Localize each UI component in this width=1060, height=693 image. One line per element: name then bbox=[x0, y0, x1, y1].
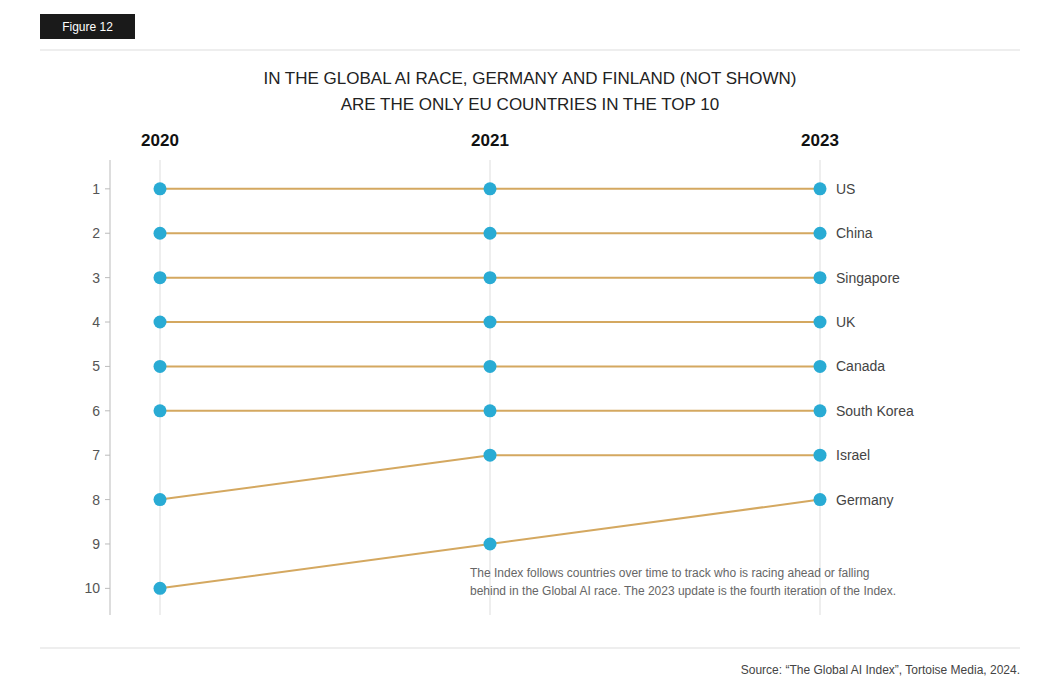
point bbox=[484, 316, 497, 329]
series-line bbox=[160, 455, 820, 499]
y-tick-label: 10 bbox=[84, 580, 100, 596]
y-tick bbox=[105, 588, 110, 589]
y-tick bbox=[105, 499, 110, 500]
y-tick bbox=[105, 322, 110, 323]
y-axis-line bbox=[110, 160, 111, 615]
series-label: China bbox=[836, 225, 873, 241]
y-tick-label: 4 bbox=[92, 314, 100, 330]
point bbox=[484, 404, 497, 417]
point bbox=[154, 360, 167, 373]
point bbox=[814, 404, 827, 417]
point bbox=[484, 182, 497, 195]
background bbox=[0, 0, 1060, 693]
x-tick-label: 2023 bbox=[801, 131, 839, 150]
title-line: ARE THE ONLY EU COUNTRIES IN THE TOP 10 bbox=[341, 95, 720, 114]
point bbox=[484, 360, 497, 373]
y-tick-label: 6 bbox=[92, 403, 100, 419]
title-line: IN THE GLOBAL AI RACE, GERMANY AND FINLA… bbox=[263, 69, 796, 88]
x-tick-label: 2021 bbox=[471, 131, 509, 150]
y-tick bbox=[105, 455, 110, 456]
point bbox=[814, 360, 827, 373]
point bbox=[154, 316, 167, 329]
data-group bbox=[154, 182, 827, 595]
title: IN THE GLOBAL AI RACE, GERMANY AND FINLA… bbox=[263, 69, 796, 114]
separator bbox=[40, 50, 1020, 51]
point bbox=[814, 493, 827, 506]
y-tick bbox=[105, 543, 110, 544]
y-tick bbox=[105, 366, 110, 367]
series-label: Canada bbox=[836, 358, 885, 374]
source: Source: “The Global AI Index”, Tortoise … bbox=[741, 663, 1020, 677]
y-tick bbox=[105, 233, 110, 234]
point bbox=[154, 182, 167, 195]
point bbox=[484, 537, 497, 550]
y-tick-label: 5 bbox=[92, 358, 100, 374]
y-tick bbox=[105, 410, 110, 411]
series-label: Germany bbox=[836, 492, 894, 508]
separator bbox=[40, 648, 1020, 649]
figure-label: Figure 12 bbox=[62, 20, 113, 34]
y-tick-label: 3 bbox=[92, 270, 100, 286]
x-tick-label: 2020 bbox=[141, 131, 179, 150]
point bbox=[154, 271, 167, 284]
point bbox=[154, 582, 167, 595]
note-line: behind in the Global AI race. The 2023 u… bbox=[470, 584, 896, 598]
y-tick-label: 2 bbox=[92, 225, 100, 241]
y-tick-label: 9 bbox=[92, 536, 100, 552]
y-tick bbox=[105, 188, 110, 189]
y-tick-label: 1 bbox=[92, 181, 100, 197]
figure-label-box bbox=[40, 14, 135, 39]
point bbox=[814, 271, 827, 284]
y-tick-label: 7 bbox=[92, 447, 100, 463]
series-label: South Korea bbox=[836, 403, 914, 419]
point bbox=[814, 449, 827, 462]
y-tick bbox=[105, 277, 110, 278]
point bbox=[154, 404, 167, 417]
y-tick-label: 8 bbox=[92, 492, 100, 508]
point bbox=[154, 227, 167, 240]
point bbox=[814, 316, 827, 329]
point bbox=[814, 227, 827, 240]
note: The Index follows countries over time to… bbox=[470, 566, 896, 598]
series-label: UK bbox=[836, 314, 856, 330]
note-line: The Index follows countries over time to… bbox=[470, 566, 870, 580]
series-label: Israel bbox=[836, 447, 870, 463]
point bbox=[484, 227, 497, 240]
series-label: Singapore bbox=[836, 270, 900, 286]
point bbox=[154, 493, 167, 506]
point bbox=[484, 271, 497, 284]
point bbox=[814, 182, 827, 195]
chart: Figure 12 IN THE GLOBAL AI RACE, GERMANY … bbox=[0, 0, 1060, 693]
series-label: US bbox=[836, 181, 855, 197]
point bbox=[484, 449, 497, 462]
